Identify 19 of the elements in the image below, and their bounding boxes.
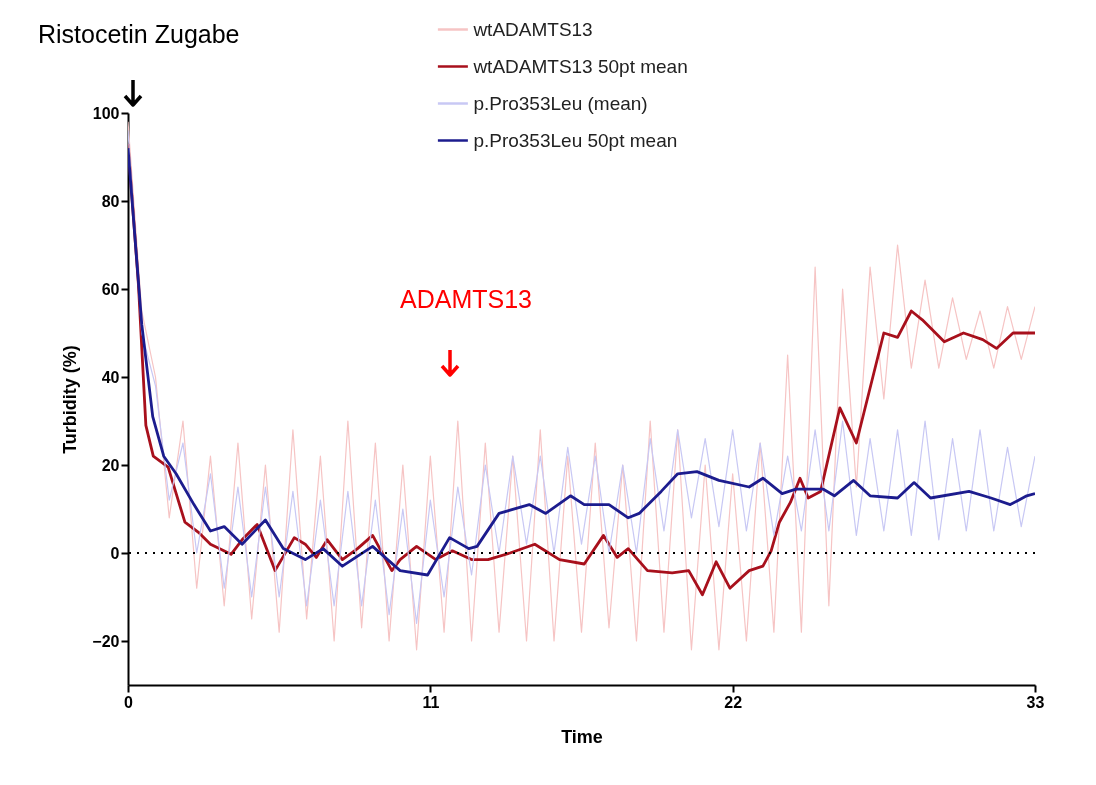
x-tick-label: 33 <box>1026 693 1045 711</box>
text: Ristocetin Zugabe <box>38 20 240 48</box>
x-tick-label: 22 <box>724 693 743 711</box>
legend-label: wtADAMTS13 <box>472 18 593 40</box>
x-tick-label: 11 <box>422 693 440 711</box>
y-axis-title: Turbidity (%) <box>60 345 81 454</box>
legend-label: p.Pro353Leu (mean) <box>473 92 648 114</box>
legend-label: p.Pro353Leu 50pt mean <box>473 129 678 151</box>
y-tick-label: 40 <box>101 368 120 386</box>
x-axis-title: Time <box>561 726 603 747</box>
x-tick-label: 0 <box>124 693 134 711</box>
y-tick-label: 0 <box>110 544 120 562</box>
y-tick-label: 60 <box>101 280 120 298</box>
annotation: ADAMTS13 <box>400 285 532 313</box>
y-tick-label: 80 <box>101 192 120 210</box>
y-tick-label: 100 <box>92 104 120 122</box>
y-tick-label: 20 <box>101 456 120 474</box>
legend-label: wtADAMTS13 50pt mean <box>472 55 688 77</box>
y-tick-label: −20 <box>92 632 120 650</box>
